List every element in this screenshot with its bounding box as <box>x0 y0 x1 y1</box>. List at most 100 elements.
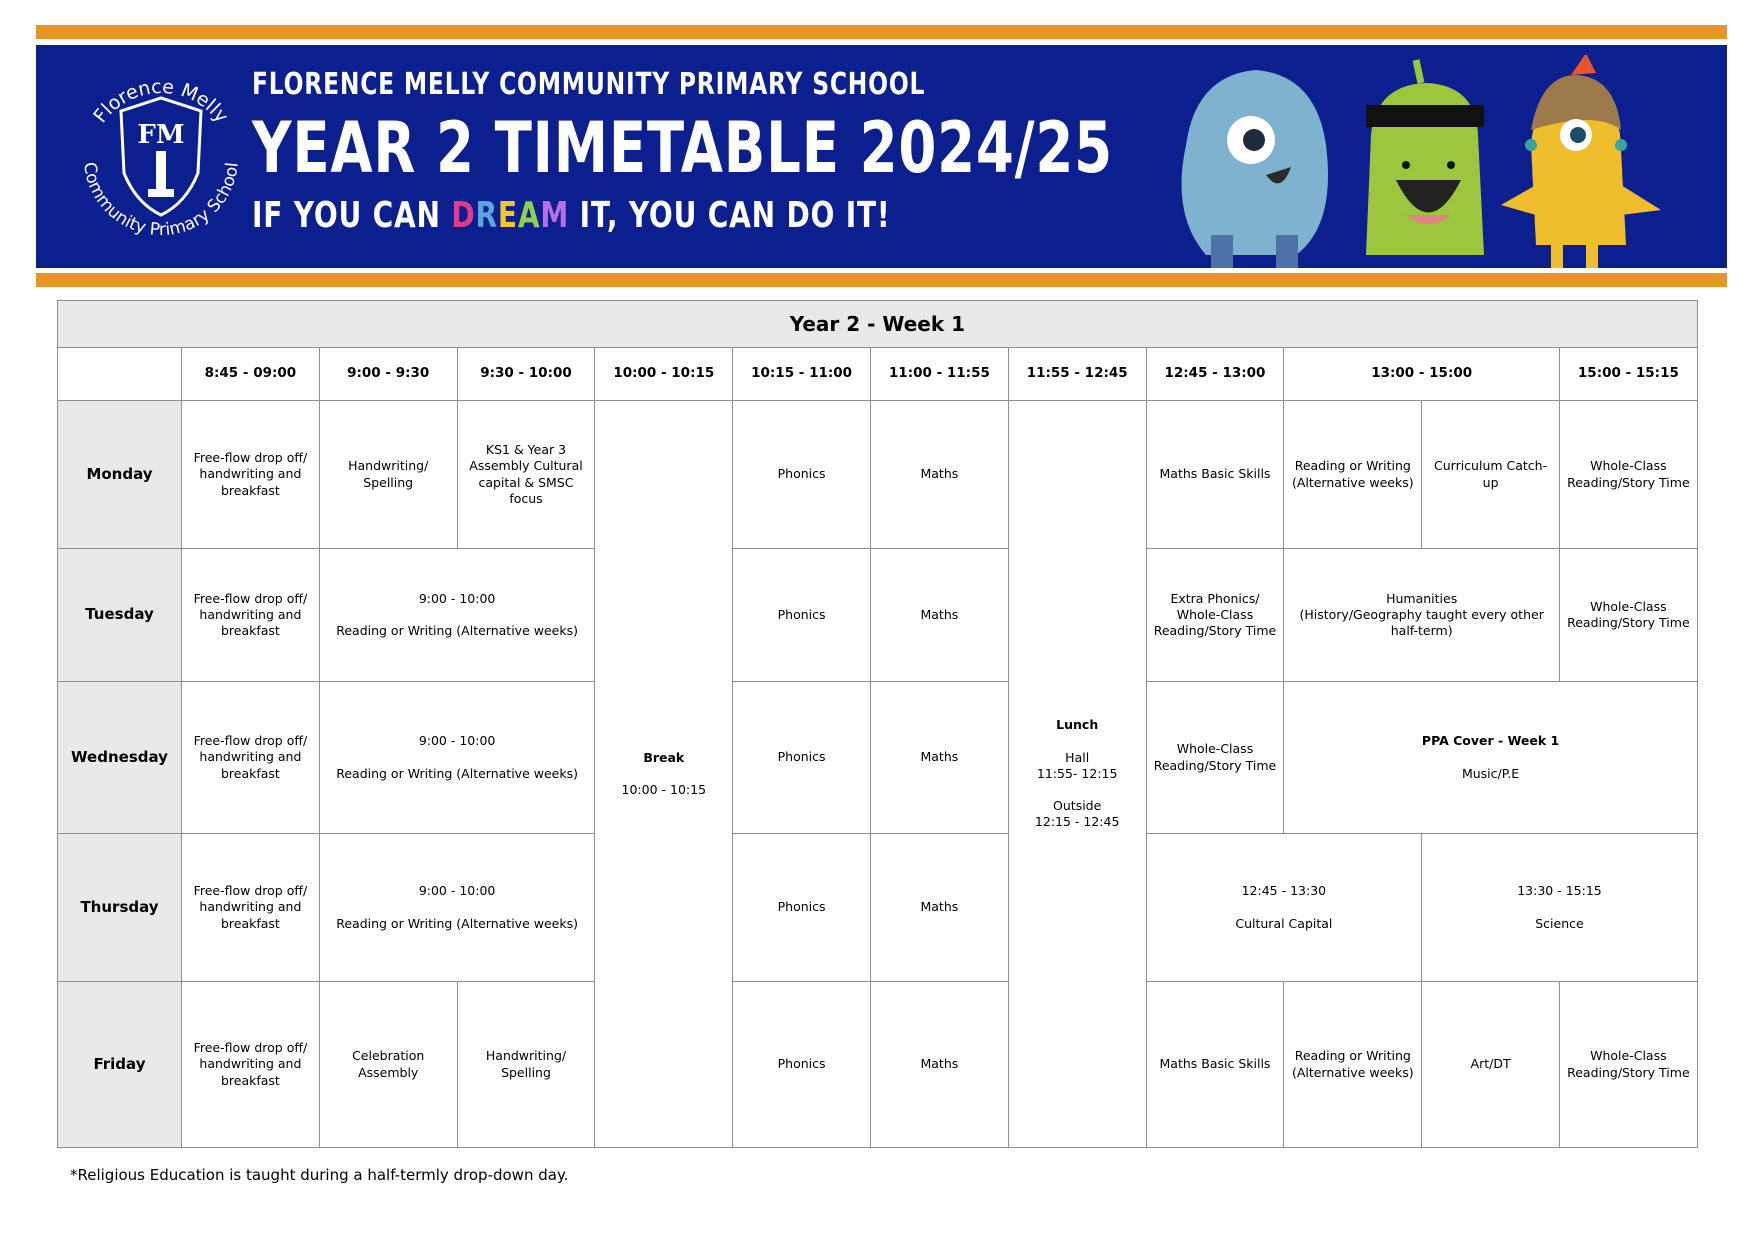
lesson-cell: Maths <box>869 681 1009 834</box>
column-header: 12:45 - 13:00 <box>1145 347 1285 401</box>
lesson-time: 13:30 - 15:15 <box>1517 883 1602 899</box>
row-tuesday: Tuesday Free-flow drop off/ handwriting … <box>57 548 1698 682</box>
lesson-cell: Phonics <box>732 833 871 982</box>
bottom-orange-bar <box>36 273 1727 287</box>
motto-end: IT, YOU CAN DO IT! <box>569 195 891 236</box>
blue-monster-icon <box>1181 70 1328 268</box>
lesson-cell: Maths Basic Skills <box>1145 981 1285 1148</box>
lunch-label: Lunch <box>1056 717 1099 733</box>
lesson-cell: 9:00 - 10:00 Reading or Writing (Alternat… <box>318 833 596 982</box>
lesson-cell: Phonics <box>732 681 871 834</box>
motto-dream: DREAM <box>451 195 569 236</box>
lesson-name: Reading or Writing (Alternative weeks) <box>336 623 578 638</box>
lesson-name: Science <box>1535 915 1584 931</box>
lesson-cell: Handwriting/ Spelling <box>456 981 596 1148</box>
lesson-cell: Maths <box>869 548 1009 682</box>
lunch-outside: Outside <box>1053 798 1102 814</box>
lesson-name: Cultural Capital <box>1235 915 1333 931</box>
break-label: Break <box>643 749 685 765</box>
lesson-cell: Whole-Class Reading/Story Time <box>1558 981 1698 1148</box>
lesson-cell: 13:30 - 15:15 Science <box>1421 833 1698 982</box>
row-monday: Monday Free-flow drop off/ handwriting a… <box>57 400 1698 1148</box>
lesson-cell: Curriculum Catch-up <box>1421 400 1560 549</box>
lesson-time: 9:00 - 10:00 <box>418 883 496 899</box>
lesson-name: Reading or Writing (Alternative weeks) <box>336 915 578 931</box>
timetable-title: Year 2 - Week 1 <box>57 300 1698 348</box>
day-label: Thursday <box>57 833 182 982</box>
dream-letter: M <box>540 195 570 236</box>
lesson-name: Reading or Writing (Alternative weeks) <box>336 765 578 781</box>
row-friday: Friday Free-flow drop off/ handwriting a… <box>57 981 1698 1148</box>
dream-letter: R <box>475 195 498 236</box>
lesson-note: (History/Geography taught every other ha… <box>1299 606 1544 639</box>
corner-cell <box>57 347 182 401</box>
motto: IF YOU CAN DREAM IT, YOU CAN DO IT! <box>252 195 891 236</box>
lesson-cell: Free-flow drop off/ handwriting and brea… <box>181 681 320 834</box>
lesson-cell: Reading or Writing (Alternative weeks) <box>1283 981 1423 1148</box>
lesson-name: Humanities <box>1386 590 1458 606</box>
row-thursday: Thursday Free-flow drop off/ handwriting… <box>57 833 1698 982</box>
lesson-cell: PPA Cover - Week 1 Music/P.E <box>1283 681 1698 834</box>
lesson-cell: Whole-Class Reading/Story Time <box>1558 548 1698 682</box>
lesson-cell: Phonics <box>732 400 871 549</box>
timetable: Year 2 - Week 1 8:45 - 09:00 9:00 - 9:30… <box>57 300 1698 1148</box>
lunch-hall: Hall <box>1065 749 1090 765</box>
column-header: 9:00 - 9:30 <box>318 347 458 401</box>
school-logo: Florence Melly Community Primary School … <box>79 76 243 240</box>
lesson-cell: Phonics <box>732 548 871 682</box>
dream-letter: E <box>497 195 518 236</box>
header-row: 8:45 - 09:00 9:00 - 9:30 9:30 - 10:00 10… <box>57 347 1698 401</box>
lesson-cell: Free-flow drop off/ handwriting and brea… <box>181 548 320 682</box>
lesson-cell: Celebration Assembly <box>318 981 458 1148</box>
lesson-cell: Maths <box>869 833 1009 982</box>
footnote: *Religious Education is taught during a … <box>70 1166 569 1184</box>
lesson-cell: Free-flow drop off/ handwriting and brea… <box>181 833 320 982</box>
lesson-cell: Maths <box>869 400 1009 549</box>
motto-start: IF YOU CAN <box>252 195 452 236</box>
lesson-time: 9:00 - 10:00 <box>418 590 496 606</box>
lesson-name: PPA Cover - Week 1 <box>1421 733 1560 749</box>
lesson-cell: 9:00 - 10:00 Reading or Writing (Alternat… <box>318 681 596 834</box>
column-header: 10:15 - 11:00 <box>732 347 871 401</box>
monster-characters-illustration <box>1181 55 1661 268</box>
break-time: 10:00 - 10:15 <box>621 782 707 797</box>
break-cell: Break 10:00 - 10:15 <box>594 400 734 1148</box>
dream-letter: A <box>517 195 541 236</box>
lunch-outside-time: 12:15 - 12:45 <box>1034 814 1120 830</box>
lunch-hall-time: 11:55- 12:15 <box>1036 765 1118 781</box>
green-monster-icon <box>1366 59 1484 255</box>
lesson-cell: 12:45 - 13:30 Cultural Capital <box>1145 833 1423 982</box>
lesson-time: 9:00 - 10:00 <box>418 733 496 749</box>
day-label: Monday <box>57 400 182 549</box>
lesson-cell: Reading or Writing (Alternative weeks) <box>1283 400 1423 549</box>
lesson-cell: Handwriting/ Spelling <box>318 400 458 549</box>
column-header: 8:45 - 09:00 <box>181 347 320 401</box>
column-header: 13:00 - 15:00 <box>1283 347 1560 401</box>
lesson-cell: Humanities (History/Geography taught ever… <box>1283 548 1560 682</box>
lesson-cell: Whole-Class Reading/Story Time <box>1145 681 1285 834</box>
lesson-cell: Extra Phonics/ Whole-Class Reading/Story… <box>1145 548 1285 682</box>
day-label: Wednesday <box>57 681 182 834</box>
column-header: 11:00 - 11:55 <box>869 347 1009 401</box>
lesson-time: 12:45 - 13:30 <box>1241 883 1327 899</box>
lesson-cell: Free-flow drop off/ handwriting and brea… <box>181 400 320 549</box>
dream-letter: D <box>451 195 476 236</box>
lesson-cell: Whole-Class Reading/Story Time <box>1558 400 1698 549</box>
column-header: 9:30 - 10:00 <box>456 347 596 401</box>
lunch-cell: Lunch Hall 11:55- 12:15 Outside 12:15 - 12:4… <box>1007 400 1147 1148</box>
column-header: 15:00 - 15:15 <box>1558 347 1698 401</box>
lesson-cell: KS1 & Year 3 Assembly Cultural capital &… <box>456 400 596 549</box>
day-label: Tuesday <box>57 548 182 682</box>
lesson-cell: Phonics <box>732 981 871 1148</box>
lesson-cell: 9:00 - 10:00 Reading or Writing (Alternat… <box>318 548 596 682</box>
school-name: FLORENCE MELLY COMMUNITY PRIMARY SCHOOL <box>252 67 926 102</box>
yellow-monster-icon <box>1501 55 1661 268</box>
top-orange-bar <box>36 25 1727 39</box>
lesson-cell: Art/DT <box>1421 981 1560 1148</box>
column-header: 11:55 - 12:45 <box>1007 347 1147 401</box>
lesson-cell: Free-flow drop off/ handwriting and brea… <box>181 981 320 1148</box>
header-banner: Florence Melly Community Primary School … <box>36 45 1727 268</box>
lesson-note: Music/P.E <box>1461 765 1520 781</box>
row-wednesday: Wednesday Free-flow drop off/ handwritin… <box>57 681 1698 834</box>
lesson-cell: Maths <box>869 981 1009 1148</box>
